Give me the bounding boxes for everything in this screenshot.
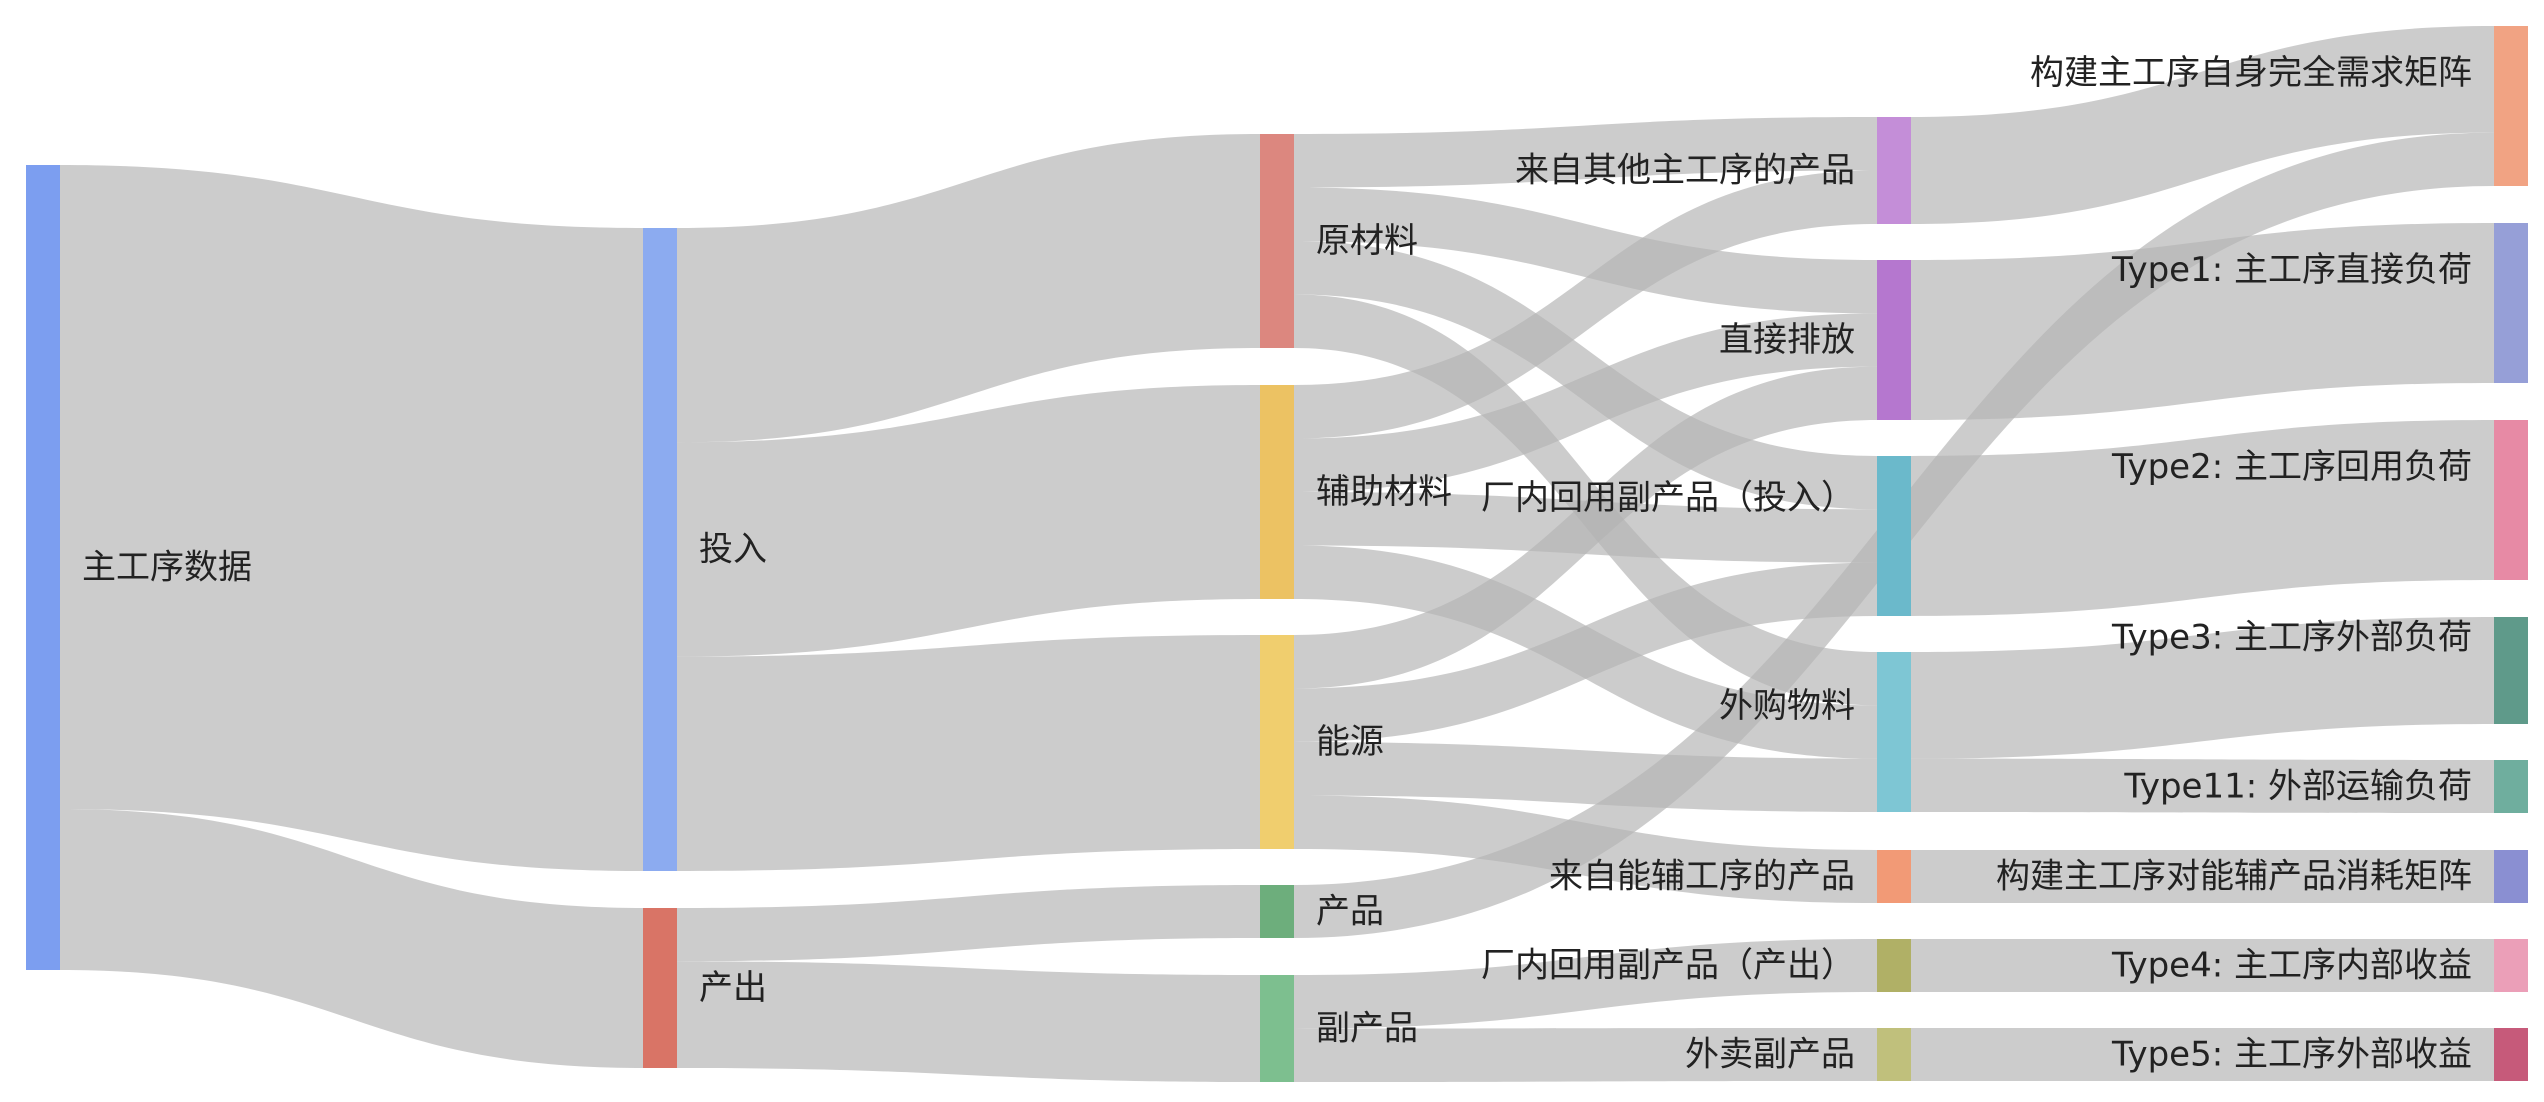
node-label-direct: 直接排放 <box>1719 320 1855 360</box>
node-direct <box>1877 260 1911 420</box>
link-fromOther-to-matrix <box>1911 26 2494 224</box>
node-t11 <box>2494 760 2528 813</box>
nodes-layer <box>26 26 2528 1082</box>
node-label-t2: Type2: 主工序回用负荷 <box>2111 447 2472 487</box>
link-energy-to-purchased <box>1294 742 1877 812</box>
node-fromEnergy <box>1877 850 1911 903</box>
link-byprod-to-sold <box>1294 1028 1877 1082</box>
link-sold-to-t5 <box>1911 1028 2494 1081</box>
node-input <box>643 228 677 871</box>
node-label-byprod: 副产品 <box>1316 1009 1418 1049</box>
node-label-t11: Type11: 外部运输负荷 <box>2123 767 2472 807</box>
node-energy <box>1260 635 1294 849</box>
node-purchased <box>1877 652 1911 812</box>
node-label-aux: 辅助材料 <box>1316 472 1452 512</box>
node-label-fromOther: 来自其他主工序的产品 <box>1515 151 1855 191</box>
node-t2 <box>2494 420 2528 580</box>
link-purchased-to-t11 <box>1911 758 2494 813</box>
node-label-raw: 原材料 <box>1316 221 1418 261</box>
node-label-t3: Type3: 主工序外部负荷 <box>2111 618 2472 658</box>
link-input-to-aux <box>677 385 1260 657</box>
node-label-product: 产品 <box>1316 892 1384 932</box>
node-raw <box>1260 134 1294 348</box>
node-t1 <box>2494 223 2528 383</box>
node-main <box>26 165 60 970</box>
link-output-to-byprod <box>677 961 1260 1082</box>
node-label-sold: 外卖副产品 <box>1685 1035 1855 1075</box>
node-product <box>1260 885 1294 938</box>
node-label-fromEnergy: 来自能辅工序的产品 <box>1549 857 1855 897</box>
link-byprod-to-recycleOut <box>1294 939 1877 1029</box>
node-t4 <box>2494 939 2528 992</box>
node-aux <box>1260 385 1294 599</box>
node-recycleIn <box>1877 456 1911 616</box>
link-energy-to-direct <box>1294 366 1877 689</box>
node-label-t4: Type4: 主工序内部收益 <box>2111 946 2472 986</box>
link-main-to-output <box>60 809 643 1068</box>
node-fromOther <box>1877 117 1911 224</box>
node-t3 <box>2494 617 2528 724</box>
node-energyMat <box>2494 850 2528 903</box>
node-sold <box>1877 1028 1911 1081</box>
node-matrix <box>2494 26 2528 186</box>
node-label-t5: Type5: 主工序外部收益 <box>2111 1035 2472 1075</box>
link-recycleIn-to-t2 <box>1911 420 2494 616</box>
node-label-recycleOut: 厂内回用副产品（产出） <box>1481 946 1855 986</box>
link-aux-to-fromOther <box>1294 170 1877 439</box>
link-main-to-input <box>60 165 643 871</box>
node-label-energyMat: 构建主工序对能辅产品消耗矩阵 <box>1996 857 2472 897</box>
link-aux-to-direct <box>1294 313 1877 492</box>
node-label-energy: 能源 <box>1316 722 1384 762</box>
link-raw-to-purchased <box>1294 294 1877 706</box>
node-label-t1: Type1: 主工序直接负荷 <box>2111 250 2472 290</box>
node-label-main: 主工序数据 <box>82 548 252 588</box>
link-raw-to-direct <box>1294 187 1877 314</box>
link-energy-to-recycleIn <box>1294 562 1877 742</box>
node-label-purchased: 外购物料 <box>1719 686 1855 726</box>
node-label-matrix: 构建主工序自身完全需求矩阵 <box>2030 53 2472 93</box>
link-fromEnergy-to-energyMat <box>1911 850 2494 903</box>
node-byprod <box>1260 975 1294 1082</box>
link-raw-to-fromOther <box>1294 117 1877 188</box>
node-label-output: 产出 <box>699 968 767 1008</box>
link-output-to-product <box>677 885 1260 962</box>
link-purchased-to-t3 <box>1911 617 2494 759</box>
link-recycleOut-to-t4 <box>1911 939 2494 992</box>
node-label-recycleIn: 厂内回用副产品（投入） <box>1481 478 1855 518</box>
link-direct-to-t1 <box>1911 223 2494 420</box>
node-output <box>643 908 677 1068</box>
node-t5 <box>2494 1028 2528 1081</box>
node-label-input: 投入 <box>699 530 767 570</box>
node-recycleOut <box>1877 939 1911 992</box>
link-input-to-energy <box>677 635 1260 871</box>
link-input-to-raw <box>677 134 1260 443</box>
